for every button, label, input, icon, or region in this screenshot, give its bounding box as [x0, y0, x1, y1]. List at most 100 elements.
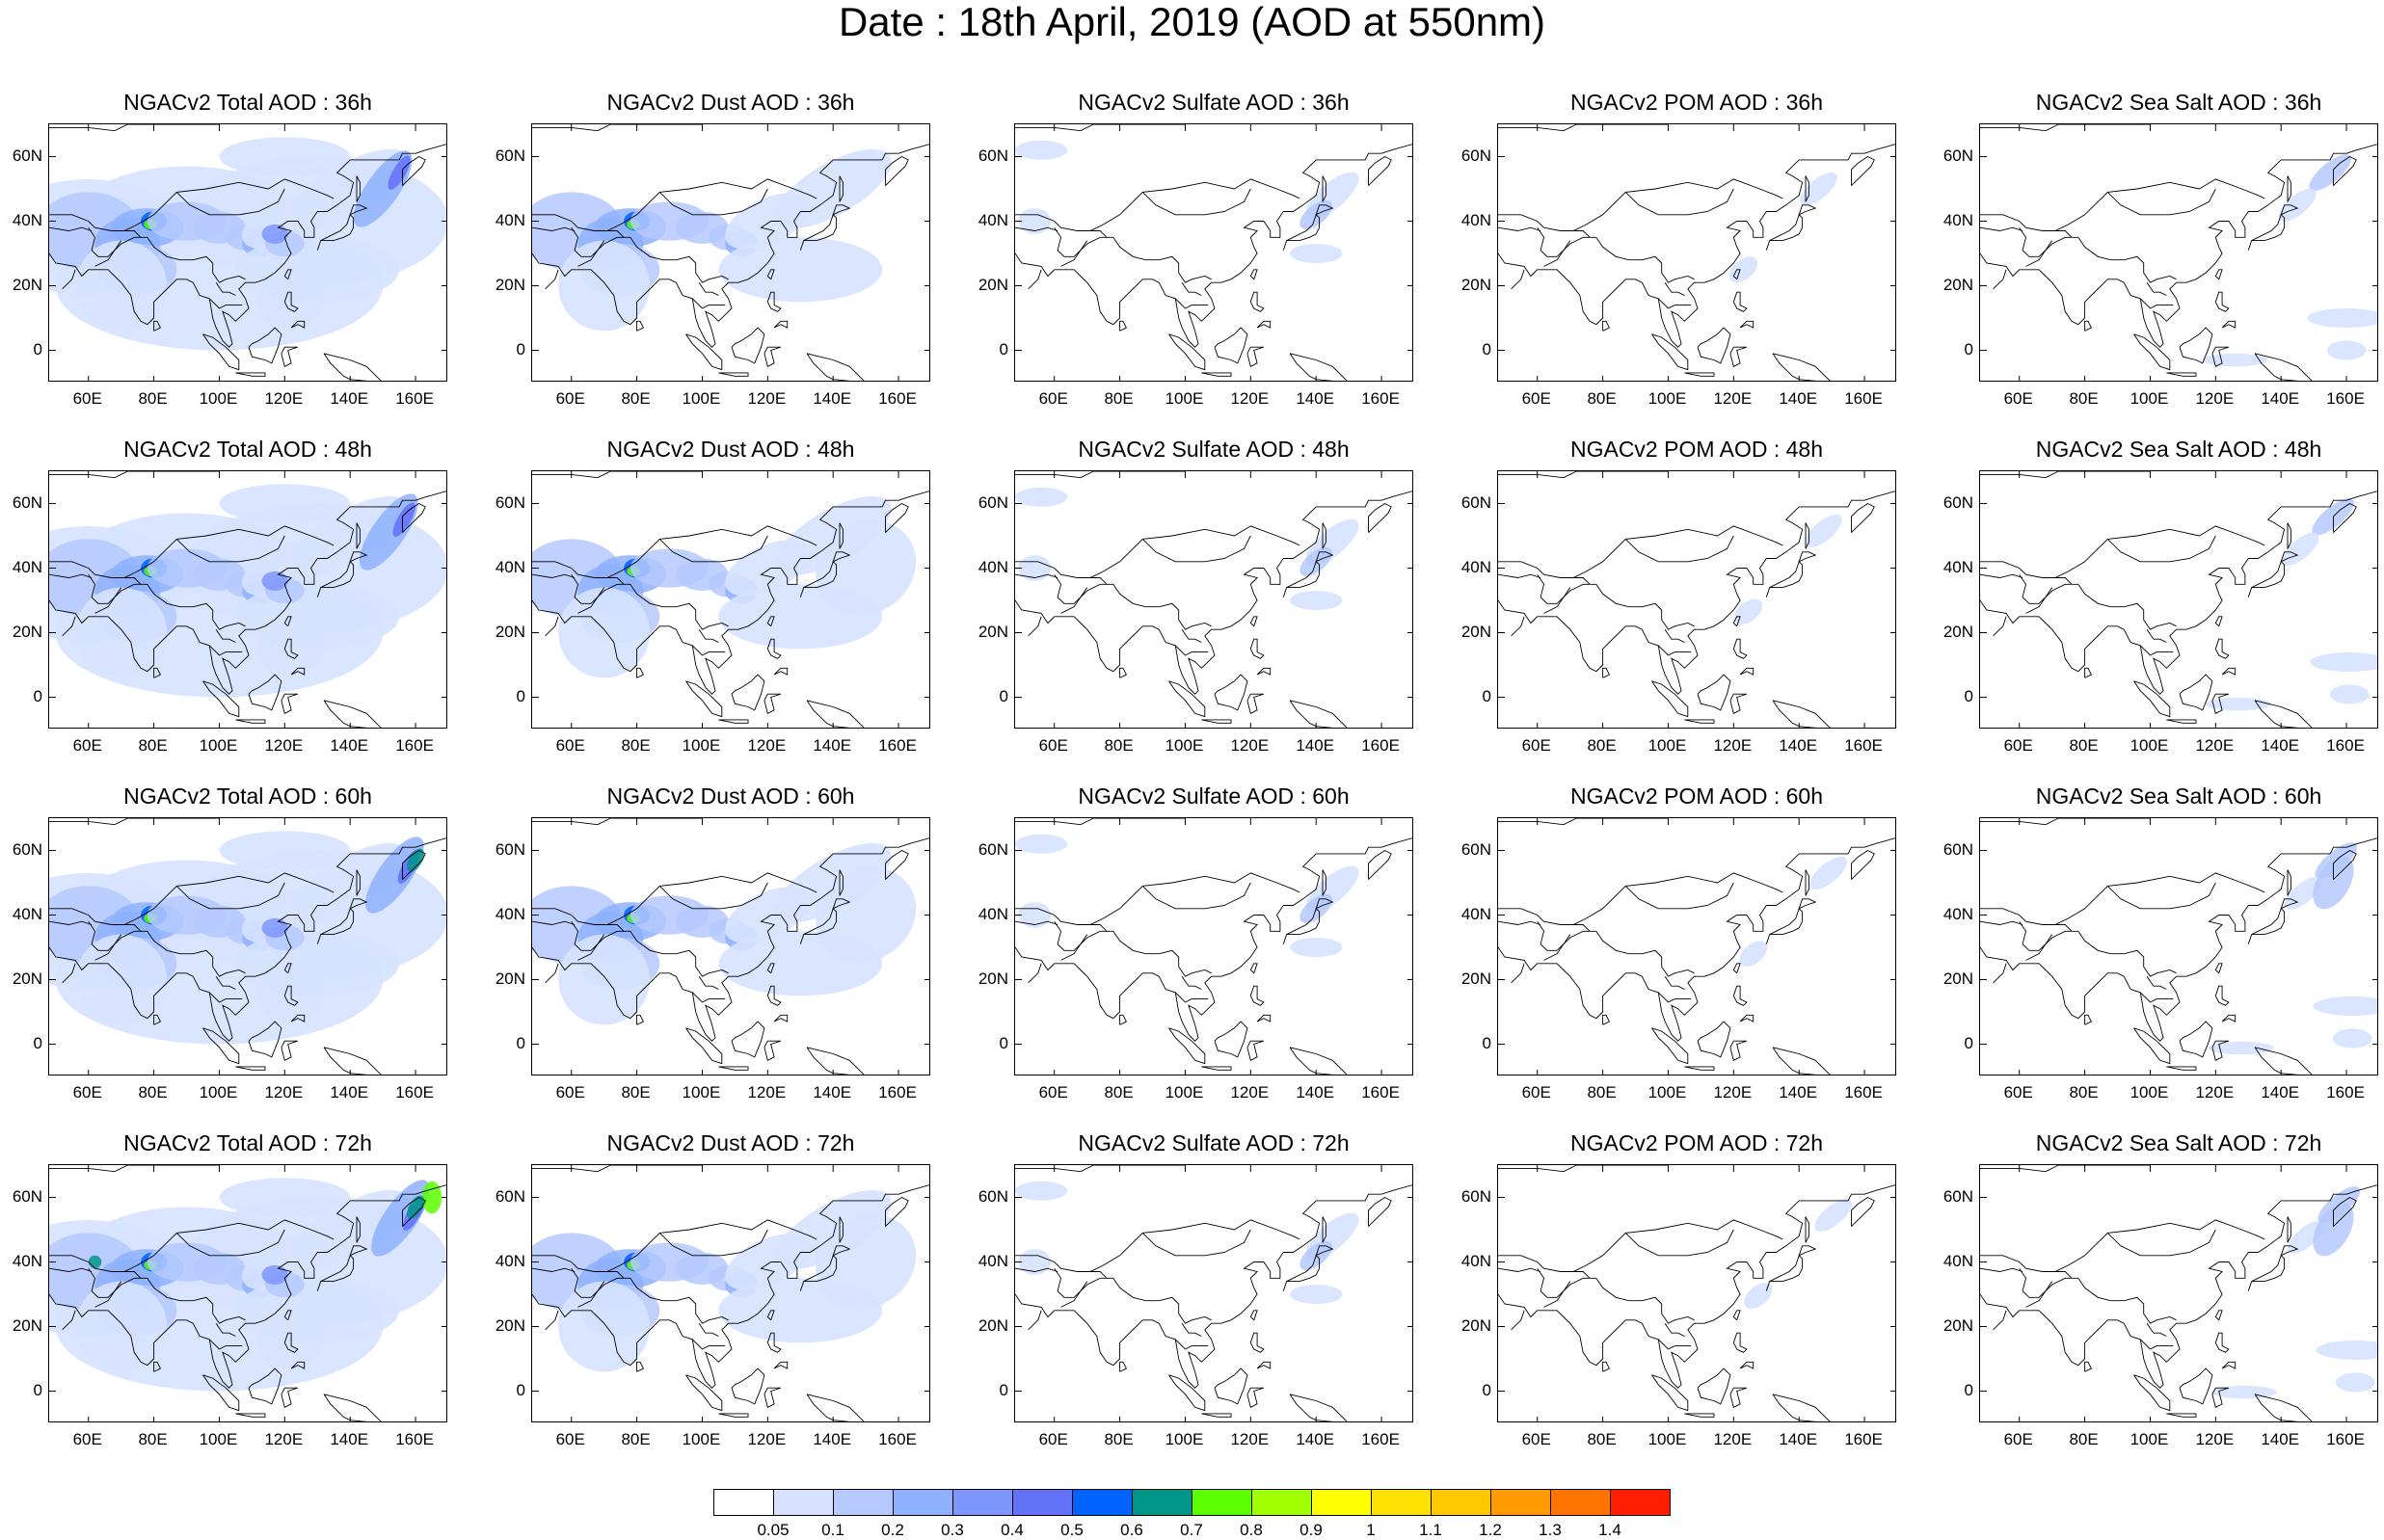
coastline	[1980, 837, 2377, 1042]
map-canvas	[1498, 471, 1895, 728]
coastline	[2179, 327, 2213, 364]
coastline	[1168, 1374, 1206, 1412]
coastline	[1256, 1361, 1272, 1369]
map-canvas	[532, 471, 929, 728]
lat-tick-label: 40N	[1942, 557, 1973, 576]
coastline	[2333, 155, 2357, 186]
aod-field-blob	[2316, 1340, 2377, 1361]
panel-title: NGACv2 Total AOD : 48h	[123, 437, 372, 462]
coastline	[94, 240, 122, 267]
coastline	[356, 869, 361, 896]
coastline	[1119, 320, 1128, 332]
coastline	[124, 924, 142, 932]
aod-field-blob	[2310, 651, 2377, 673]
coastline	[94, 1281, 122, 1308]
lat-tick-label: 40N	[1942, 210, 1973, 229]
lon-tick-label: 100E	[682, 1083, 721, 1102]
coastline	[1739, 1361, 1755, 1369]
coastline	[235, 372, 266, 377]
lat-tick-label: 0	[1964, 1380, 1973, 1399]
lat-tick-label: 20N	[1460, 622, 1491, 641]
coastline	[607, 924, 625, 932]
lon-tick-label: 100E	[1647, 736, 1687, 755]
map-canvas	[532, 1165, 929, 1421]
colorbar-label: 0.6	[1120, 1521, 1143, 1539]
lon-tick-label: 160E	[395, 1430, 434, 1448]
aod-field-blob	[2284, 876, 2322, 910]
lat-tick-label: 0	[33, 339, 42, 358]
lon-tick-label: 160E	[395, 389, 434, 408]
coastline	[281, 1040, 299, 1061]
panel-title: NGACv2 POM AOD : 36h	[1569, 90, 1824, 115]
coastline	[1537, 226, 1695, 283]
lon-tick-label: 120E	[1713, 1083, 1753, 1102]
lat-tick-label: 20N	[978, 1315, 1008, 1335]
coastline	[2146, 281, 2167, 296]
aod-field-blob	[2313, 996, 2377, 1017]
panel-title: NGACv2 POM AOD : 72h	[1569, 1130, 1824, 1155]
lat-tick-label: 40N	[12, 1251, 42, 1270]
coastline	[1498, 1219, 1783, 1272]
lon-tick-label: 140E	[813, 1083, 852, 1102]
coastline	[698, 975, 719, 990]
map-canvas	[1498, 1165, 1895, 1421]
coastline	[1739, 1014, 1755, 1022]
coastline	[1214, 674, 1248, 711]
coastline	[1246, 1387, 1265, 1408]
coastline	[402, 849, 426, 880]
aod-field-blob	[75, 240, 168, 332]
coastline	[2166, 719, 2197, 724]
coastline	[1980, 525, 2265, 578]
lon-tick-label: 100E	[1165, 736, 1204, 755]
coastline	[2211, 1387, 2230, 1408]
lon-tick-label: 100E	[199, 736, 238, 755]
coastline	[1732, 1310, 1741, 1321]
coastline	[62, 269, 76, 290]
coastline	[1772, 1394, 1831, 1421]
colorbar-cell	[1371, 1489, 1432, 1516]
lat-tick-label: 60N	[495, 492, 525, 512]
lat-tick-label: 20N	[12, 622, 42, 641]
colorbar-label: 0.5	[1060, 1521, 1084, 1539]
coastline	[175, 535, 285, 563]
coastline	[1993, 1310, 2007, 1331]
lat-tick-label: 20N	[495, 275, 525, 294]
lat-tick-label: 20N	[978, 622, 1008, 641]
coastline	[2247, 204, 2299, 251]
coastline	[1015, 124, 1186, 132]
lat-tick-label: 40N	[1460, 1251, 1491, 1270]
coastline	[1664, 975, 1685, 990]
aod-map-panel	[1497, 470, 1896, 729]
aod-map-panel	[1497, 817, 1896, 1075]
aod-field-blob	[1015, 487, 1068, 507]
coastline	[1498, 144, 1895, 348]
lon-tick-label: 140E	[2261, 1430, 2300, 1448]
coastline	[2333, 502, 2357, 533]
lon-tick-label: 140E	[1779, 389, 1818, 408]
aod-field-blob	[291, 495, 409, 576]
aod-map-panel	[531, 123, 930, 382]
coastline	[2146, 975, 2167, 990]
coastline	[208, 992, 243, 1003]
coastline	[773, 667, 789, 676]
aod-field-blob	[1018, 1249, 1052, 1275]
coastline	[1498, 837, 1895, 1042]
coastline	[1980, 872, 2265, 925]
lon-tick-label: 140E	[2261, 736, 2300, 755]
coastline	[2133, 680, 2171, 718]
coastline	[532, 144, 929, 348]
coastline	[885, 155, 909, 186]
coastline	[1732, 291, 1748, 312]
lat-tick-label: 40N	[1460, 210, 1491, 229]
panel-title: NGACv2 Dust AOD : 72h	[606, 1130, 855, 1155]
lon-tick-label: 60E	[2003, 1083, 2033, 1102]
lat-tick-label: 40N	[978, 210, 1008, 229]
coastline	[2055, 577, 2073, 585]
lon-tick-label: 120E	[264, 736, 304, 755]
aod-field-blob	[816, 520, 917, 616]
coastline	[1772, 353, 1831, 381]
coastline	[2139, 298, 2174, 309]
lon-tick-label: 160E	[1361, 389, 1400, 408]
coastline	[839, 175, 844, 202]
lat-tick-label: 60N	[978, 839, 1008, 859]
